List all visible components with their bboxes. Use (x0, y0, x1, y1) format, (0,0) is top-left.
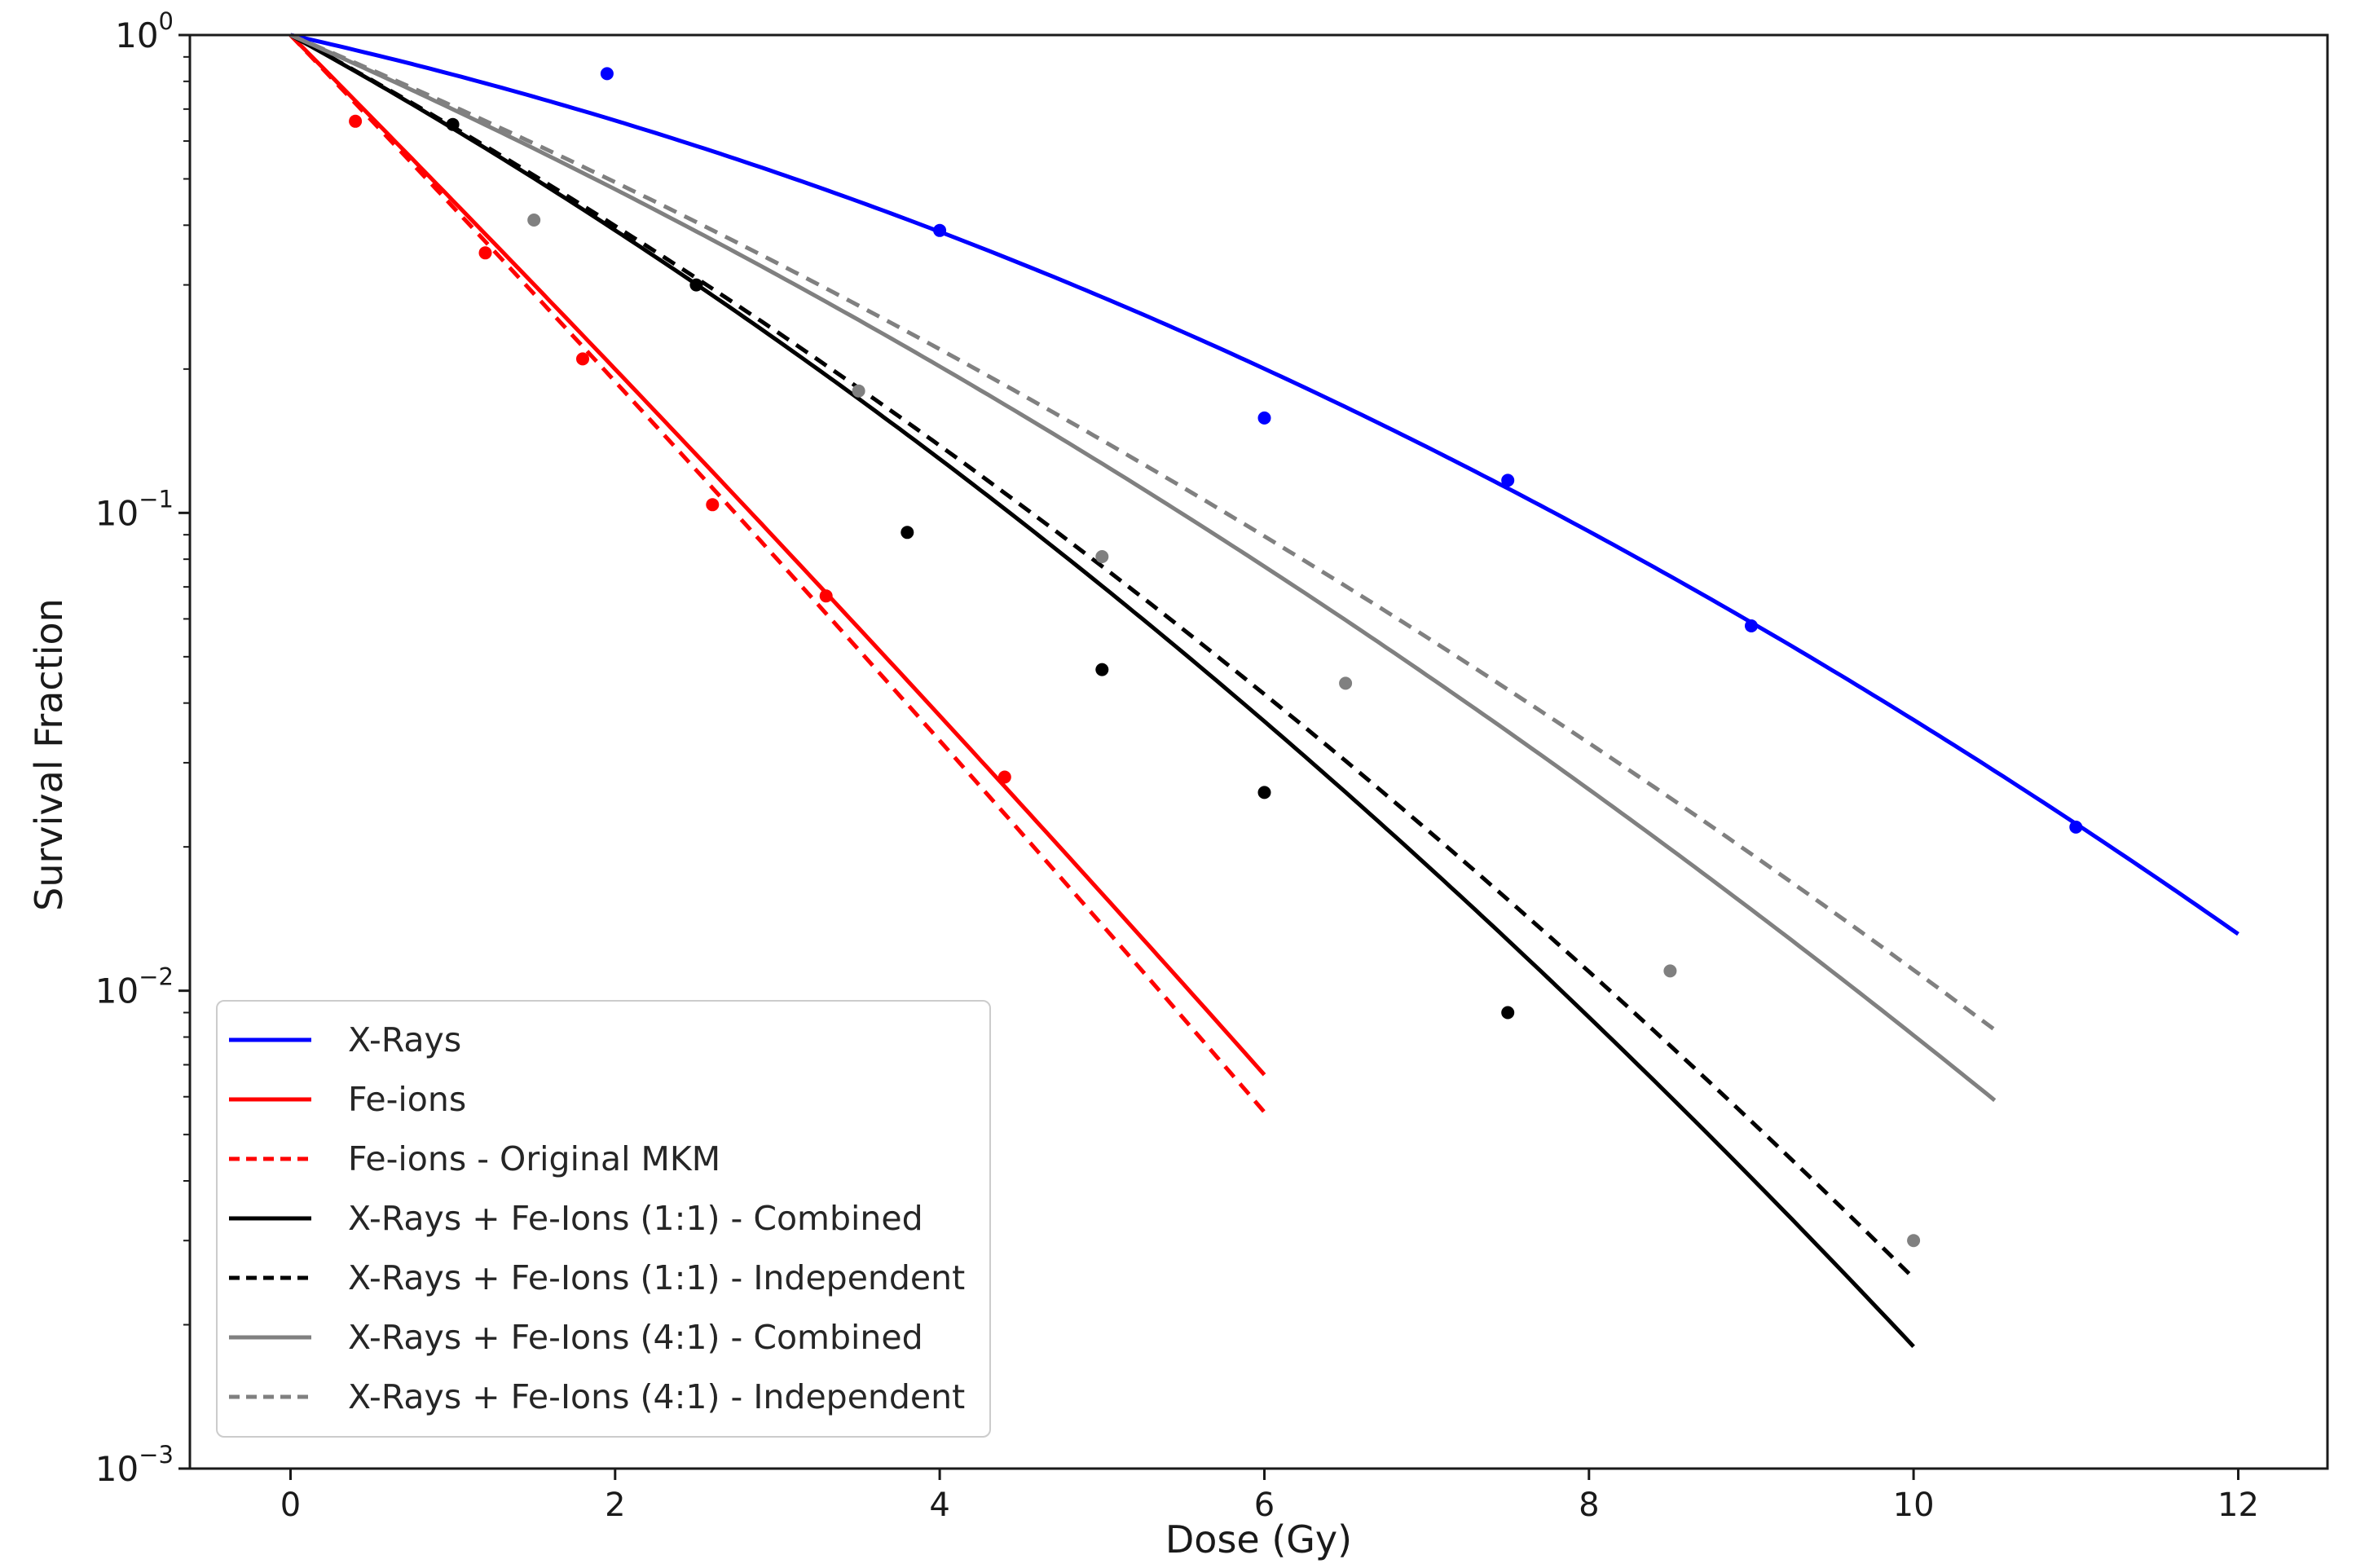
legend-item-fe-ions: Fe-ions (227, 1069, 965, 1129)
legend-item-fe-ions-original-mkm: Fe-ions - Original MKM (227, 1129, 965, 1188)
scatter-point-x-rays (1257, 411, 1271, 425)
x-tick-label: 12 (2217, 1487, 2259, 1524)
scatter-point-x-rays (1745, 619, 1758, 632)
curve-1-fe-ions (288, 33, 1266, 1077)
curve-2-fe-ions-original-mkm (288, 33, 1266, 1114)
legend-label: X-Rays (348, 1020, 462, 1059)
legend-item-x-rays-fe-ions-4-1-independent: X-Rays + Fe-Ions (4:1) - Independent (227, 1367, 965, 1426)
curve-3-x-rays-fe-ions-1-1-combined (289, 33, 1915, 1349)
legend-item-x-rays-fe-ions-4-1-combined: X-Rays + Fe-Ions (4:1) - Combined (227, 1307, 965, 1367)
legend-item-x-rays: X-Rays (227, 1010, 965, 1069)
y-axis-label: Survival Fraction (27, 598, 71, 911)
x-tick-label: 8 (1579, 1487, 1599, 1524)
legend-label: Fe-ions - Original MKM (348, 1139, 721, 1178)
legend-line-sample (229, 1216, 311, 1220)
x-tick-label: 10 (1893, 1487, 1935, 1524)
scatter-point-x-rays-fe-ions-1-1-combined (901, 526, 914, 540)
scatter-point-x-rays-fe-ions-4-1-combined (1663, 964, 1677, 978)
legend-item-x-rays-fe-ions-1-1-combined: X-Rays + Fe-Ions (1:1) - Combined (227, 1188, 965, 1248)
curve-6-x-rays-fe-ions-4-1-independent (289, 33, 1997, 1032)
x-axis-label: Dose (Gy) (1165, 1517, 1353, 1561)
scatter-point-fe-ions (819, 589, 833, 603)
y-tick-label: 100 (115, 7, 174, 55)
curve-4-x-rays-fe-ions-1-1-independent (289, 33, 1915, 1280)
legend-item-x-rays-fe-ions-1-1-independent: X-Rays + Fe-Ions (1:1) - Independent (227, 1248, 965, 1307)
legend-label: X-Rays + Fe-Ions (1:1) - Independent (348, 1257, 966, 1297)
x-tick-label: 0 (280, 1487, 301, 1524)
legend-label: X-Rays + Fe-Ions (4:1) - Combined (348, 1317, 923, 1357)
y-tick-label: 10−2 (95, 963, 174, 1011)
curve-5-x-rays-fe-ions-4-1-combined (289, 33, 1997, 1103)
x-tick-label: 6 (1254, 1487, 1275, 1524)
legend-line-sample (229, 1275, 311, 1280)
scatter-point-fe-ions (349, 114, 363, 128)
legend-line-sample (229, 1097, 311, 1101)
legend: X-Rays Fe-ions Fe-ions - Original MKM X-Ray… (216, 1000, 992, 1438)
scatter-point-x-rays-fe-ions-1-1-combined (1501, 1006, 1515, 1020)
x-tick-label: 2 (605, 1487, 625, 1524)
scatter-point-fe-ions (997, 770, 1011, 784)
scatter-point-x-rays (600, 67, 614, 81)
legend-label: X-Rays + Fe-Ions (4:1) - Independent (348, 1376, 966, 1416)
scatter-point-x-rays-fe-ions-1-1-combined (689, 278, 703, 292)
scatter-point-x-rays-fe-ions-4-1-combined (1339, 676, 1353, 690)
scatter-point-x-rays (2069, 820, 2083, 834)
x-tick-label: 4 (929, 1487, 949, 1524)
scatter-point-x-rays-fe-ions-1-1-combined (1095, 663, 1109, 676)
scatter-point-fe-ions (576, 352, 589, 366)
y-tick-label: 10−1 (95, 485, 174, 533)
scatter-point-x-rays-fe-ions-1-1-combined (446, 117, 460, 131)
scatter-point-x-rays-fe-ions-4-1-combined (527, 214, 541, 227)
scatter-point-x-rays-fe-ions-1-1-combined (1257, 786, 1271, 799)
scatter-point-x-rays-fe-ions-4-1-combined (1907, 1234, 1921, 1248)
scatter-point-x-rays (1501, 473, 1515, 487)
plot-frame (188, 33, 2329, 1470)
legend-line-sample (229, 1335, 311, 1339)
scatter-point-x-rays-fe-ions-4-1-combined (852, 384, 865, 398)
scatter-point-x-rays (933, 223, 947, 237)
scatter-point-fe-ions (706, 498, 720, 512)
curve-0-x-rays (289, 33, 2239, 936)
y-tick-label: 10−3 (95, 1441, 174, 1489)
legend-line-sample (229, 1156, 311, 1161)
legend-line-sample (229, 1394, 311, 1398)
legend-label: X-Rays + Fe-Ions (1:1) - Combined (348, 1198, 923, 1238)
scatter-point-fe-ions (478, 246, 492, 260)
legend-label: Fe-ions (348, 1079, 467, 1119)
legend-line-sample (229, 1037, 311, 1042)
scatter-point-x-rays-fe-ions-4-1-combined (1095, 550, 1109, 563)
